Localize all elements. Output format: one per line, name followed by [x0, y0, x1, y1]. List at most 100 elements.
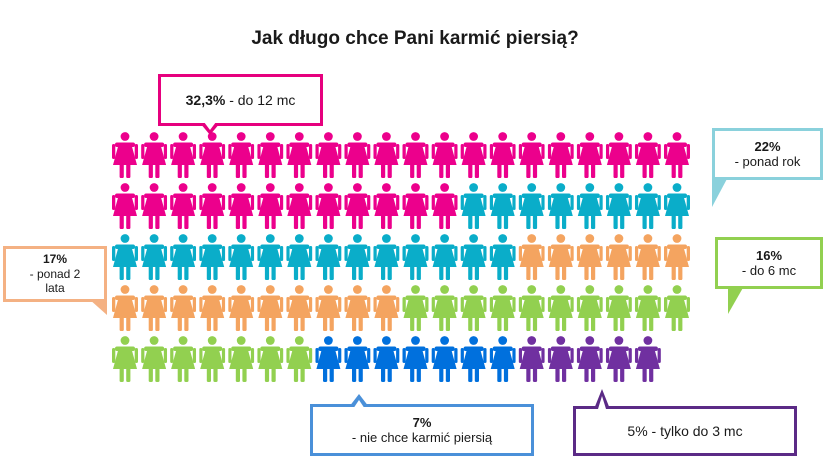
- woman-icon: [576, 285, 603, 331]
- woman-icon: [460, 183, 487, 229]
- callout-percent: 17%: [42, 252, 68, 267]
- woman-icon: [664, 234, 690, 280]
- callout-percent: 16%: [755, 248, 783, 263]
- woman-icon: [431, 132, 458, 178]
- woman-icon: [518, 234, 545, 280]
- woman-icon: [257, 285, 284, 331]
- woman-icon: [112, 132, 138, 178]
- callout-ponad-rok: 22% - ponad rok: [712, 128, 823, 207]
- woman-icon: [112, 183, 138, 229]
- woman-icon: [547, 285, 574, 331]
- callout-percent: 7%: [412, 415, 432, 430]
- woman-icon: [402, 234, 429, 280]
- woman-icon: [373, 336, 400, 382]
- woman-icon: [431, 336, 458, 382]
- callout-label: - do 12 mc: [229, 92, 296, 108]
- woman-icon: [489, 132, 516, 178]
- woman-icon: [199, 132, 226, 178]
- woman-icon: [373, 183, 400, 229]
- woman-icon: [344, 234, 371, 280]
- callout-label-line2: lata: [45, 281, 65, 296]
- woman-icon: [228, 234, 255, 280]
- woman-icon: [257, 336, 284, 382]
- woman-icon: [112, 336, 138, 382]
- woman-icon: [431, 234, 458, 280]
- woman-icon: [141, 183, 168, 229]
- callout-tail: [712, 177, 728, 207]
- woman-icon: [373, 234, 400, 280]
- woman-icon: [431, 285, 458, 331]
- woman-icon: [460, 336, 487, 382]
- woman-icon: [489, 285, 516, 331]
- woman-icon: [286, 183, 313, 229]
- woman-icon: [489, 183, 516, 229]
- woman-icon: [228, 132, 255, 178]
- woman-icon: [547, 183, 574, 229]
- woman-icon: [286, 234, 313, 280]
- woman-icon: [257, 234, 284, 280]
- woman-icon: [315, 285, 342, 331]
- woman-icon: [605, 132, 632, 178]
- callout-label: - do 6 mc: [741, 263, 797, 278]
- woman-icon: [634, 285, 661, 331]
- woman-icon: [170, 336, 197, 382]
- woman-icon: [489, 336, 516, 382]
- woman-icon: [664, 183, 690, 229]
- woman-icon: [634, 132, 661, 178]
- woman-icon: [605, 234, 632, 280]
- callout-nie-chce: 7% - nie chce karmić piersią: [310, 394, 534, 456]
- woman-icon: [431, 183, 458, 229]
- woman-icon: [664, 132, 690, 178]
- woman-icon: [199, 285, 226, 331]
- woman-icon: [576, 132, 603, 178]
- woman-icon: [286, 132, 313, 178]
- woman-icon: [228, 336, 255, 382]
- woman-icon: [141, 285, 168, 331]
- chart-title: Jak długo chce Pani karmić piersią?: [251, 28, 579, 49]
- callout-do-12-mc: 32,3% - do 12 mc: [158, 74, 323, 135]
- woman-icon: [112, 285, 138, 331]
- callout-label: 5% - tylko do 3 mc: [627, 423, 743, 439]
- woman-icon: [141, 132, 168, 178]
- woman-icon: [315, 183, 342, 229]
- woman-icon: [460, 285, 487, 331]
- woman-icon: [605, 285, 632, 331]
- woman-icon: [170, 285, 197, 331]
- woman-icon: [344, 285, 371, 331]
- woman-icon: [518, 183, 545, 229]
- woman-icon: [170, 183, 197, 229]
- woman-icon: [257, 183, 284, 229]
- woman-icon: [141, 234, 168, 280]
- woman-icon: [344, 132, 371, 178]
- woman-icon: [605, 336, 632, 382]
- woman-icon: [402, 285, 429, 331]
- woman-icon: [199, 336, 226, 382]
- woman-icon: [373, 132, 400, 178]
- callout-tail: [89, 299, 107, 315]
- callout-tail: [728, 286, 744, 314]
- woman-icon: [286, 285, 313, 331]
- woman-icon: [518, 132, 545, 178]
- woman-icon: [257, 132, 284, 178]
- woman-icon: [518, 336, 545, 382]
- woman-icon: [141, 336, 168, 382]
- woman-icon: [634, 336, 661, 382]
- woman-icon: [373, 285, 400, 331]
- woman-icon: [460, 132, 487, 178]
- woman-icon: [228, 285, 255, 331]
- callout-ponad-2-lata: 17% - ponad 2 lata: [3, 246, 107, 315]
- woman-icon: [402, 132, 429, 178]
- woman-icon: [170, 234, 197, 280]
- woman-icon: [112, 234, 138, 280]
- woman-icon: [518, 285, 545, 331]
- callout-label-line1: - ponad 2: [29, 266, 81, 281]
- woman-icon: [605, 183, 632, 229]
- callout-percent: 22%: [754, 139, 781, 154]
- woman-icon: [489, 234, 516, 280]
- woman-icon: [634, 234, 661, 280]
- woman-icon: [576, 336, 603, 382]
- woman-icon: [199, 234, 226, 280]
- woman-icon: [576, 183, 603, 229]
- woman-icon: [402, 183, 429, 229]
